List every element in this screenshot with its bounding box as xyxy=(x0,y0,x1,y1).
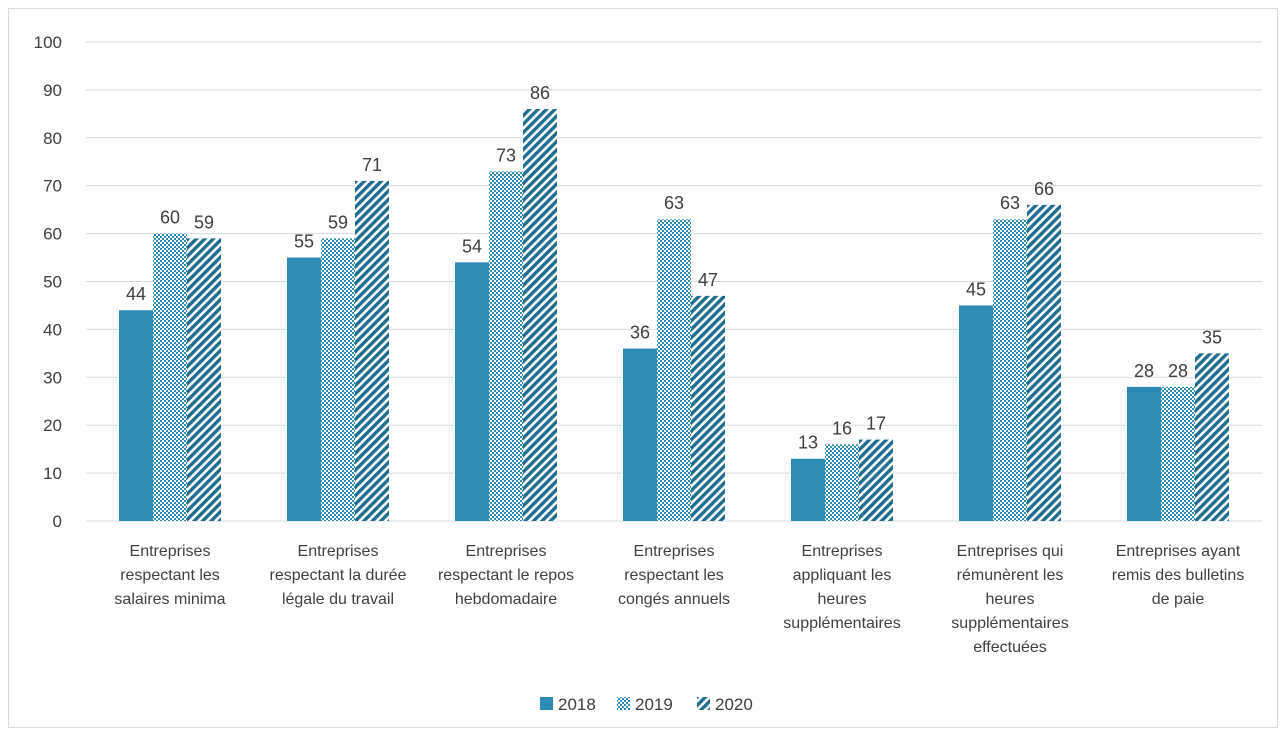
legend-label-2020: 2020 xyxy=(715,695,753,714)
legend-swatch-2020 xyxy=(697,697,710,710)
y-tick-label: 50 xyxy=(43,273,62,292)
data-label-2020-0: 59 xyxy=(194,212,214,232)
bar-2019-2 xyxy=(489,171,523,521)
y-tick-label: 20 xyxy=(43,416,62,435)
bar-2020-4 xyxy=(859,439,893,521)
y-axis-ticks: 0 10 20 30 40 50 60 70 80 90 100 xyxy=(34,33,62,531)
y-tick-label: 30 xyxy=(43,368,62,387)
bars xyxy=(119,109,1229,522)
legend-label-2019: 2019 xyxy=(635,695,673,714)
data-label-2019-5: 63 xyxy=(1000,193,1020,213)
data-label-2018-0: 44 xyxy=(126,284,146,304)
y-tick-label: 100 xyxy=(34,33,62,52)
data-label-2019-2: 73 xyxy=(496,145,516,165)
y-tick-label: 70 xyxy=(43,177,62,196)
x-category-label: Entreprises ayant remis des bulletins de p… xyxy=(1112,543,1245,608)
data-label-2018-4: 13 xyxy=(798,433,818,453)
x-category-label: Entreprises respectant le repos hebdomadai… xyxy=(438,543,574,608)
data-label-2018-1: 55 xyxy=(294,232,314,252)
y-tick-label: 90 xyxy=(43,81,62,100)
bar-2018-1 xyxy=(287,257,321,521)
y-tick-label: 0 xyxy=(53,512,62,531)
bar-2020-5 xyxy=(1027,204,1061,522)
data-label-2020-5: 66 xyxy=(1034,179,1054,199)
data-label-2020-3: 47 xyxy=(698,270,718,290)
data-label-2018-6: 28 xyxy=(1134,361,1154,381)
bar-2020-1 xyxy=(355,180,389,521)
legend: 2018 2019 2020 xyxy=(540,695,753,714)
bar-2019-0 xyxy=(153,233,187,521)
y-tick-label: 40 xyxy=(43,320,62,339)
data-label-2018-5: 45 xyxy=(966,279,986,299)
bar-2019-1 xyxy=(321,238,355,521)
data-label-2019-3: 63 xyxy=(664,193,684,213)
bar-2018-2 xyxy=(455,262,489,521)
bar-2018-4 xyxy=(791,458,825,521)
legend-swatch-2019 xyxy=(617,697,630,710)
data-label-2019-6: 28 xyxy=(1168,361,1188,381)
x-category-label: Entreprises respectant les congés annuels xyxy=(618,543,730,608)
bar-2019-3 xyxy=(657,219,691,522)
bar-2019-4 xyxy=(825,444,859,521)
bar-2018-5 xyxy=(959,305,993,521)
bar-2020-6 xyxy=(1195,353,1229,521)
x-category-label: Entreprises respectant les salaires minima xyxy=(114,543,225,608)
bar-2020-3 xyxy=(691,295,725,521)
y-tick-label: 10 xyxy=(43,464,62,483)
bar-2019-6 xyxy=(1161,386,1195,521)
data-label-2019-1: 59 xyxy=(328,212,348,232)
y-tick-label: 60 xyxy=(43,225,62,244)
data-label-2020-6: 35 xyxy=(1202,327,1222,347)
data-label-2018-3: 36 xyxy=(630,323,650,343)
data-label-2019-4: 16 xyxy=(832,418,852,438)
x-category-label: Entreprises appliquant les heures supplémen… xyxy=(783,543,900,632)
data-labels: 44 55 54 36 13 45 28 60 59 73 63 16 63 28 59 71 86 47 17 66… xyxy=(126,83,1222,453)
legend-label-2018: 2018 xyxy=(558,695,596,714)
x-axis-categories: Entreprises respectant les salaires minima… xyxy=(114,543,1244,656)
bar-2019-5 xyxy=(993,219,1027,522)
bar-2020-0 xyxy=(187,238,221,521)
x-category-label: Entreprises qui rémunèrent les heures suppl… xyxy=(951,543,1068,656)
legend-swatch-2018 xyxy=(540,697,553,710)
bar-2018-0 xyxy=(119,310,153,521)
bar-2020-2 xyxy=(523,109,557,521)
gridlines xyxy=(86,41,1262,522)
x-category-label: Entreprises respectant la durée légale du … xyxy=(270,543,407,608)
bar-2018-6 xyxy=(1127,386,1161,521)
data-label-2018-2: 54 xyxy=(462,236,482,256)
data-label-2019-0: 60 xyxy=(160,208,180,228)
bar-2018-3 xyxy=(623,348,657,521)
data-label-2020-1: 71 xyxy=(362,155,382,175)
data-label-2020-2: 86 xyxy=(530,83,550,103)
data-label-2020-4: 17 xyxy=(866,414,886,434)
y-tick-label: 80 xyxy=(43,129,62,148)
